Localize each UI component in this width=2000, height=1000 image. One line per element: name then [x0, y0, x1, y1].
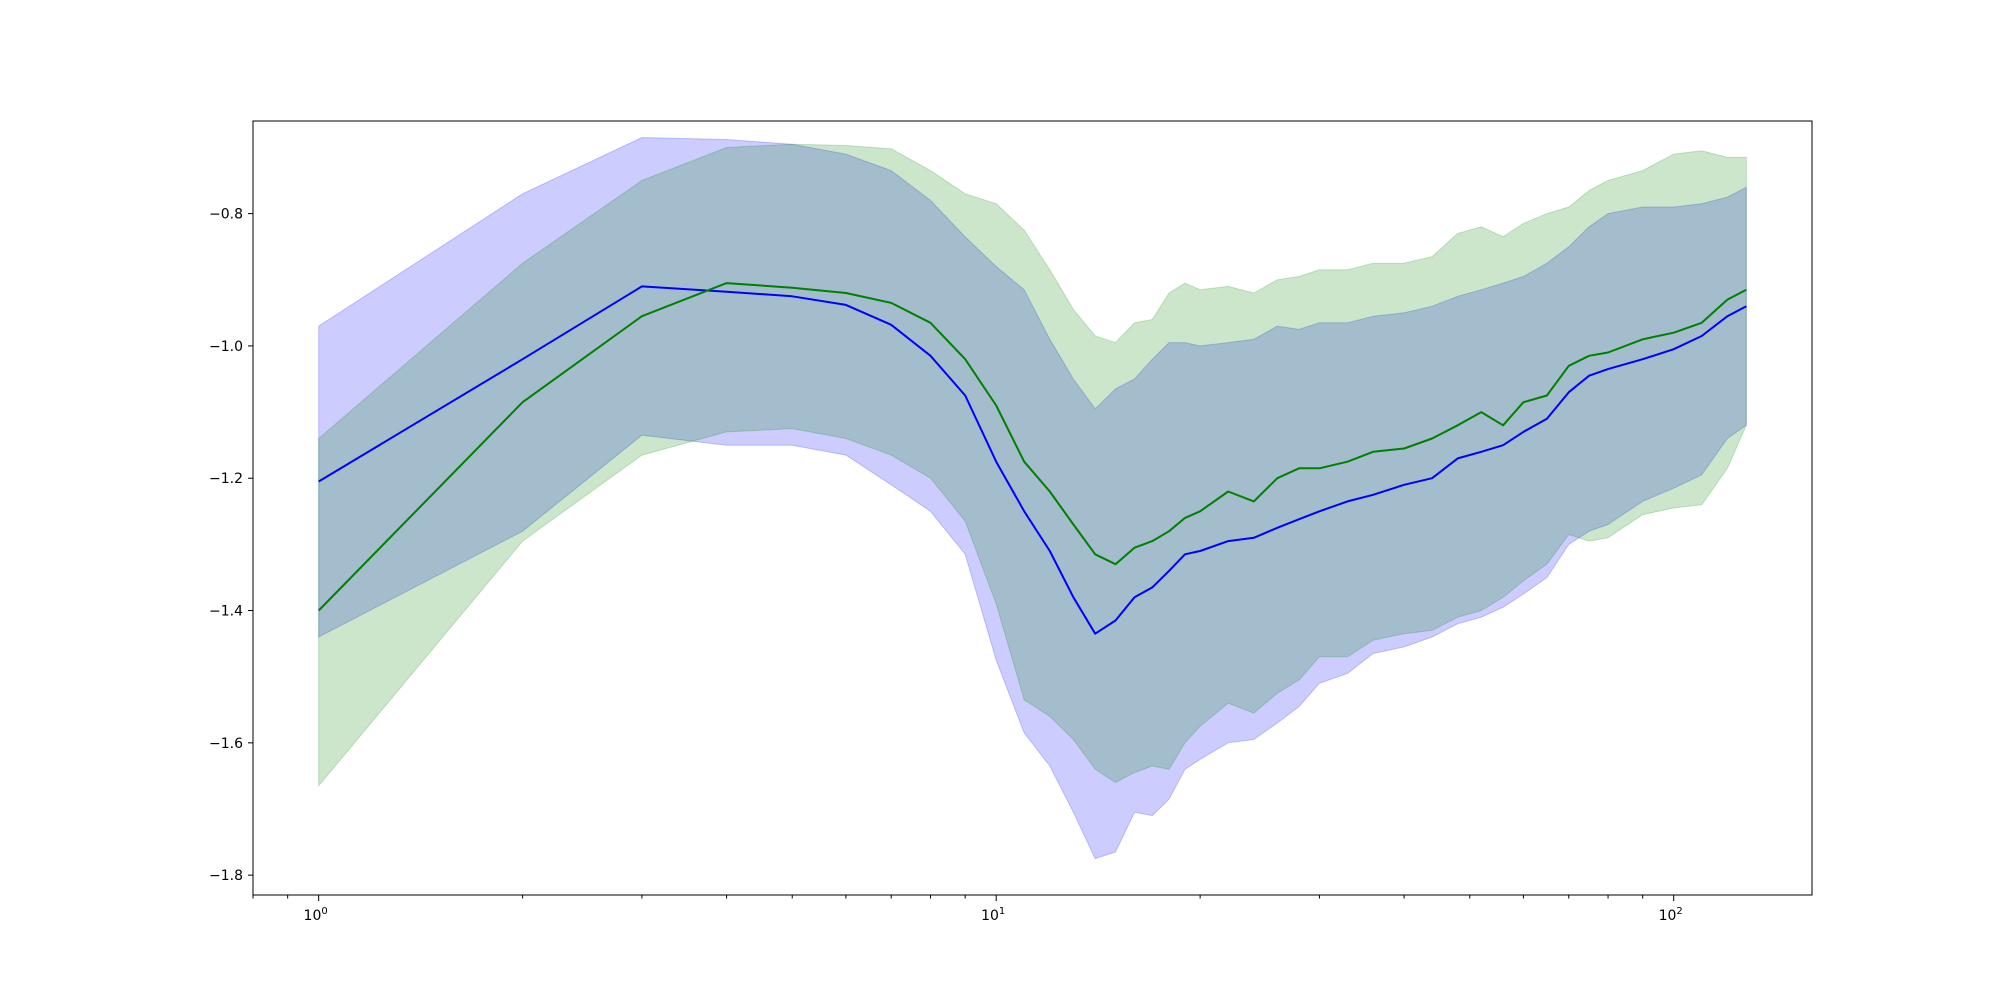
y-tick-label: −1.0 — [209, 339, 243, 355]
x-axis: 100 101 102 — [252, 895, 1683, 924]
y-tick-label: −1.6 — [209, 736, 243, 752]
y-tick-label: −1.4 — [209, 604, 243, 620]
x-tick-label: 101 — [981, 906, 1005, 924]
y-tick-label: −1.2 — [209, 471, 243, 487]
y-tick-label: −1.8 — [209, 868, 243, 884]
series-1-band — [318, 136, 1747, 860]
x-tick-label: 100 — [304, 906, 328, 924]
series-2-line — [317, 282, 1747, 612]
series-lines — [317, 282, 1747, 635]
y-axis: −1.8 −1.6 −1.4 −1.2 −1.0 −0.8 — [209, 207, 253, 884]
confidence-bands — [318, 136, 1747, 860]
axes-frame — [252, 120, 1813, 896]
series-2-band — [318, 143, 1747, 788]
y-tick-label: −0.8 — [209, 207, 243, 223]
x-tick-label: 102 — [1659, 906, 1683, 924]
series-1-line — [318, 285, 1747, 635]
